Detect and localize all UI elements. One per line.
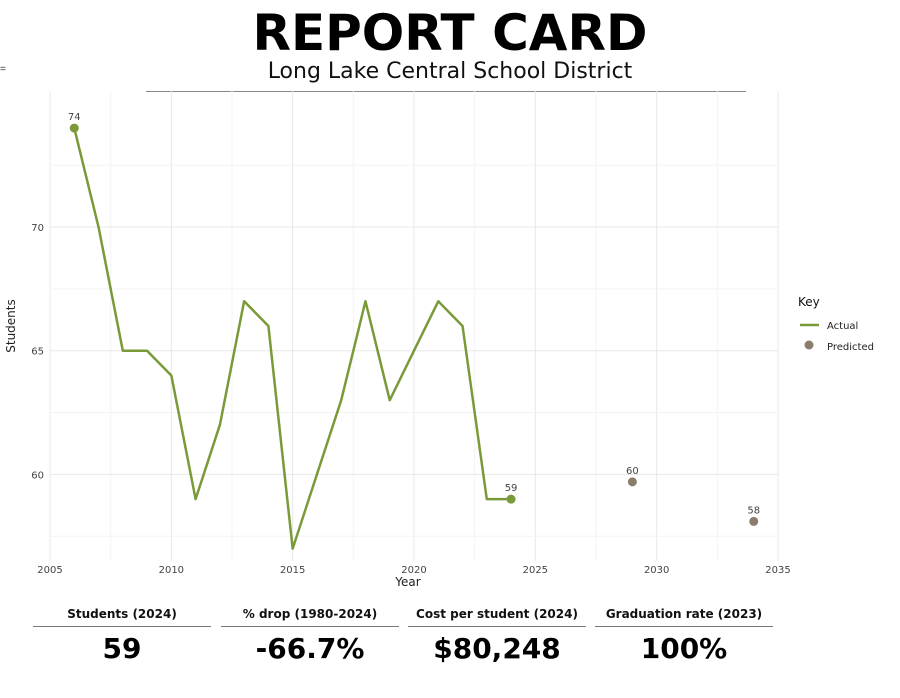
stat-label: Cost per student (2024) (408, 604, 586, 627)
stats-row: Students (2024) 59 % drop (1980-2024) -6… (33, 604, 778, 674)
y-tick-label: 65 (31, 347, 44, 358)
y-axis-ticks: 60 65 70 (31, 223, 44, 481)
legend-actual-label: Actual (827, 321, 858, 332)
annotation-layer: 74 59 60 58 (68, 112, 760, 516)
stat-value: $80,248 (433, 632, 561, 665)
data-label: 60 (626, 466, 639, 477)
series-line-actual (73, 127, 512, 550)
stat-value: -66.7% (255, 632, 365, 665)
x-tick-label: 2020 (401, 565, 426, 576)
data-label: 74 (68, 112, 81, 123)
stat-graduation-rate: Graduation rate (2023) 100% (595, 604, 773, 671)
corner-mark: = (0, 64, 6, 75)
stat-percent-drop: % drop (1980-2024) -66.7% (221, 604, 399, 671)
legend-predicted-swatch (804, 340, 814, 350)
x-tick-label: 2005 (37, 565, 62, 576)
stat-label: Graduation rate (2023) (595, 604, 773, 627)
x-axis-label: Year (394, 575, 420, 589)
x-tick-label: 2010 (159, 565, 184, 576)
stat-cost-per-student: Cost per student (2024) $80,248 (408, 604, 586, 671)
chart-legend: Key Actual Predicted (798, 295, 874, 353)
title-divider (146, 91, 746, 92)
x-axis-ticks: 2005 2010 2015 2020 2025 2030 2035 (37, 565, 790, 576)
legend-predicted-label: Predicted (827, 342, 874, 353)
data-point-predicted (627, 477, 637, 487)
data-point-actual (69, 123, 79, 133)
stat-label: % drop (1980-2024) (221, 604, 399, 627)
district-subtitle: Long Lake Central School District (267, 59, 633, 84)
data-label: 58 (747, 505, 760, 516)
report-title: REPORT CARD (252, 4, 648, 62)
series-layer (69, 123, 759, 550)
stat-students: Students (2024) 59 (33, 604, 211, 671)
chart-grid (49, 91, 779, 561)
data-label: 59 (505, 483, 518, 494)
y-tick-label: 60 (31, 470, 44, 481)
enrollment-chart: 2005 2010 2015 2020 2025 2030 2035 60 65 70 Year… (4, 91, 874, 589)
x-tick-label: 2015 (280, 565, 305, 576)
stat-value: 59 (102, 632, 142, 665)
stat-value: 100% (640, 632, 728, 665)
data-point-predicted (749, 516, 759, 526)
legend-title: Key (798, 295, 820, 309)
y-tick-label: 70 (31, 223, 44, 234)
stat-label: Students (2024) (33, 604, 211, 627)
data-point-actual (506, 494, 516, 504)
x-tick-label: 2030 (644, 565, 669, 576)
x-tick-label: 2025 (523, 565, 548, 576)
y-axis-label: Students (4, 299, 18, 353)
x-tick-label: 2035 (765, 565, 790, 576)
